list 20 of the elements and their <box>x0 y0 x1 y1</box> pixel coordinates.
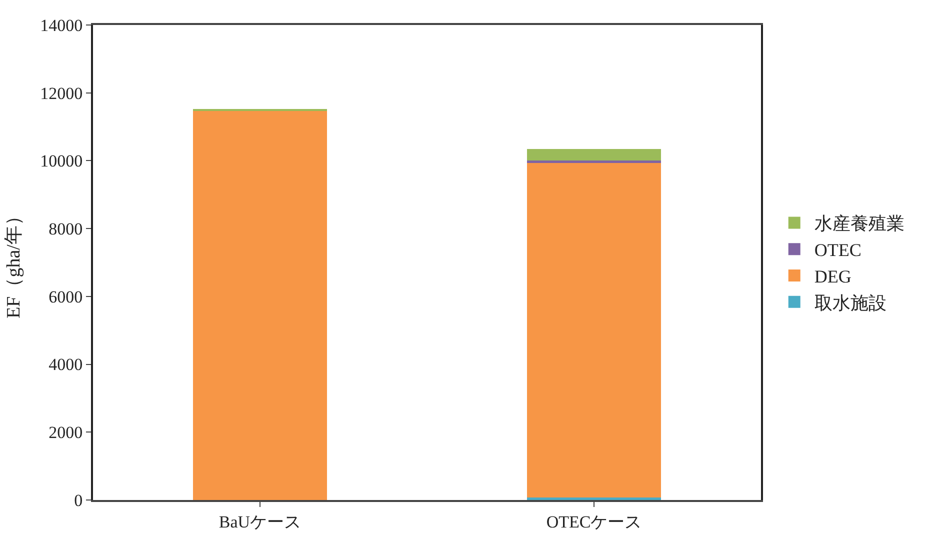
y-tick-label: 10000 <box>40 152 83 171</box>
bar <box>527 149 661 160</box>
y-axis-title: EF（gha/年） <box>3 206 24 318</box>
bar <box>527 497 661 500</box>
legend-label: 水産養殖業 <box>814 214 904 234</box>
y-tick-label: 14000 <box>40 16 83 35</box>
y-tick-label: 0 <box>74 490 83 510</box>
legend-label: OTEC <box>814 240 862 260</box>
bar <box>527 163 661 498</box>
bar <box>193 110 327 500</box>
legend-label: 取水施設 <box>814 292 886 313</box>
x-tick-label: OTECケース <box>546 512 642 532</box>
y-tick-label: 8000 <box>48 220 83 239</box>
legend-label: DEG <box>814 266 852 287</box>
y-tick-label: 4000 <box>48 355 83 374</box>
y-tick-label: 12000 <box>40 84 83 103</box>
x-tick-label: BaUケース <box>218 512 302 532</box>
bar <box>527 160 661 164</box>
y-tick-label: 2000 <box>48 423 83 442</box>
y-tick-label: 6000 <box>48 287 83 306</box>
